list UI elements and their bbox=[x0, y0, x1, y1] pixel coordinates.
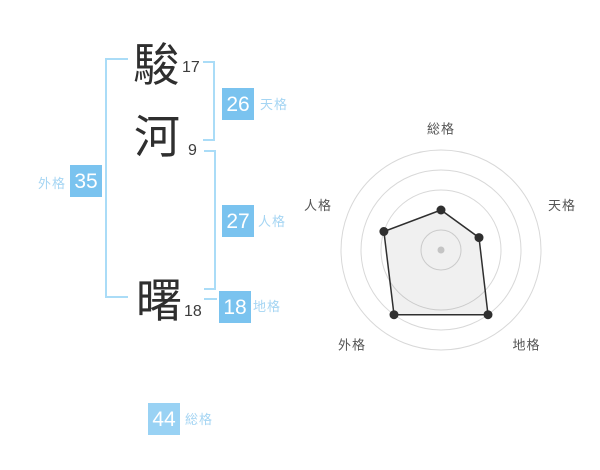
radar-axis-label: 人格 bbox=[304, 198, 332, 213]
radar-data-polygon bbox=[383, 209, 489, 316]
radar-axis-label: 地格 bbox=[512, 337, 540, 352]
radar-grid-ring bbox=[340, 149, 542, 351]
jinkaku-bracket-line bbox=[214, 150, 216, 290]
kanji-char-3: 曙 bbox=[136, 275, 182, 327]
gaikaku-bracket-tick-bottom bbox=[105, 296, 128, 298]
radar-axis-label: 総格 bbox=[427, 121, 455, 136]
jinkaku-label: 人格 bbox=[258, 214, 287, 229]
chikaku-label: 地格 bbox=[253, 299, 282, 314]
gaikaku-value-badge: 35 bbox=[70, 165, 102, 197]
chikaku-value-badge: 18 bbox=[219, 291, 251, 323]
jinkaku-bracket-tick-top bbox=[204, 150, 216, 152]
radar-data-point bbox=[389, 310, 399, 320]
soukaku-value-badge: 44 bbox=[148, 403, 180, 435]
radar-data-point bbox=[379, 227, 389, 236]
radar-grid-ring bbox=[420, 229, 462, 271]
radar-axis-label: 天格 bbox=[548, 198, 576, 213]
tenkaku-bracket-tick-top bbox=[203, 61, 215, 63]
tenkaku-bracket-line bbox=[213, 61, 215, 141]
chikaku-bracket-tick bbox=[204, 298, 217, 300]
jinkaku-value-badge: 27 bbox=[222, 205, 254, 237]
gaikaku-bracket-line bbox=[105, 58, 107, 298]
stroke-count-3: 18 bbox=[184, 303, 202, 320]
radar-center-dot bbox=[437, 246, 445, 254]
soukaku-label: 総格 bbox=[185, 412, 214, 427]
gaikaku-bracket-tick-top bbox=[105, 58, 128, 60]
jinkaku-bracket-tick-bottom bbox=[204, 288, 216, 290]
stroke-count-2: 9 bbox=[188, 142, 197, 159]
radar-data-point bbox=[483, 310, 493, 320]
tenkaku-value-badge: 26 bbox=[222, 88, 254, 120]
kanji-char-1: 駿 bbox=[133, 39, 179, 91]
radar-grid-ring bbox=[380, 189, 502, 311]
radar-data-point bbox=[436, 205, 446, 215]
tenkaku-bracket-tick-bottom bbox=[203, 139, 215, 141]
kanji-char-2: 河 bbox=[134, 111, 180, 163]
stroke-count-1: 17 bbox=[182, 59, 200, 76]
tenkaku-label: 天格 bbox=[260, 97, 289, 112]
gaikaku-label: 外格 bbox=[38, 176, 67, 191]
radar-data-point bbox=[474, 233, 484, 243]
radar-grid-ring bbox=[360, 169, 522, 331]
radar-axis-label: 外格 bbox=[338, 337, 366, 352]
